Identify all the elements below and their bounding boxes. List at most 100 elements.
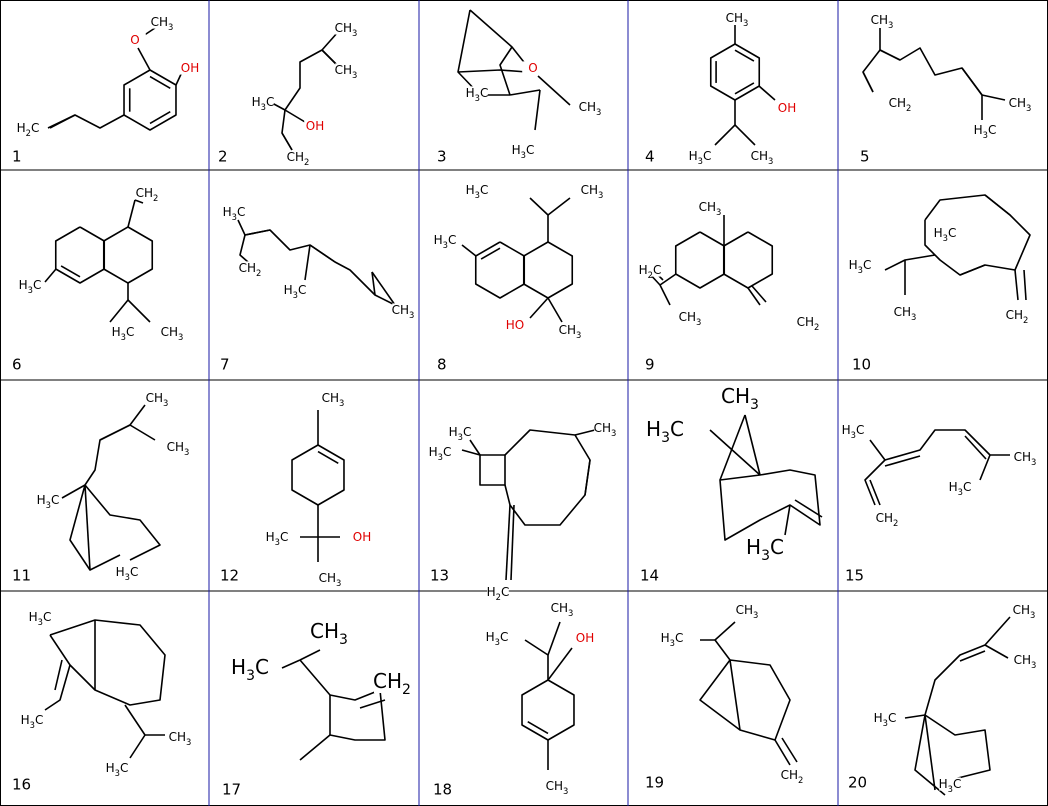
atom-text: H bbox=[849, 258, 858, 272]
subscript: 3 bbox=[661, 430, 670, 446]
atom-text: C bbox=[579, 100, 587, 114]
atom-label: H3C bbox=[486, 630, 509, 647]
atom-text: H bbox=[284, 283, 293, 297]
atom-label: OH bbox=[778, 101, 796, 115]
bond bbox=[674, 231, 726, 289]
atom-text: H bbox=[231, 655, 246, 679]
subscript: 3 bbox=[698, 156, 703, 166]
atom-text: O bbox=[181, 61, 190, 75]
label-mask bbox=[434, 233, 456, 247]
atom-label: H3C bbox=[116, 565, 139, 582]
atom-text: H bbox=[689, 149, 698, 163]
atom-text: C bbox=[721, 384, 735, 408]
subscript: 3 bbox=[275, 537, 280, 547]
molecule-number: 9 bbox=[645, 356, 655, 374]
atom-text: H bbox=[744, 603, 753, 617]
atom-label: CH3 bbox=[151, 15, 174, 32]
subscript: 3 bbox=[28, 285, 33, 295]
atom-text: H bbox=[587, 100, 596, 114]
atom-text: H bbox=[400, 303, 409, 317]
label-mask bbox=[151, 15, 173, 29]
atom-text: H bbox=[362, 530, 371, 544]
atom-label: OH bbox=[576, 631, 594, 645]
bond bbox=[709, 43, 761, 101]
molecule-number: 5 bbox=[860, 148, 870, 166]
atom-text: C bbox=[1009, 96, 1017, 110]
bond bbox=[747, 287, 761, 306]
bond bbox=[729, 659, 791, 741]
subscript: 3 bbox=[563, 786, 568, 796]
atom-text: C bbox=[546, 779, 554, 793]
atom-label: CH2 bbox=[889, 96, 912, 113]
atom-text: C bbox=[298, 283, 306, 297]
atom-text: C bbox=[335, 63, 343, 77]
atom-label: H3C bbox=[974, 123, 997, 140]
atom-text: C bbox=[856, 423, 864, 437]
atom-text: H bbox=[787, 101, 796, 115]
atom-text: H bbox=[177, 730, 186, 744]
molecule-number: 2 bbox=[218, 148, 228, 166]
atom-label: H3C bbox=[449, 425, 472, 442]
atom-text: H bbox=[223, 205, 232, 219]
atom-text: C bbox=[797, 315, 805, 329]
bond bbox=[884, 254, 936, 271]
atom-text: C bbox=[988, 123, 996, 137]
atom-label: CH3 bbox=[335, 21, 358, 38]
atom-label: H3C bbox=[934, 226, 957, 243]
atom-text: H bbox=[1022, 450, 1031, 464]
atom-text: C bbox=[443, 445, 451, 459]
atom-label: CH3 bbox=[559, 323, 582, 340]
label-mask bbox=[699, 200, 721, 214]
atom-text: C bbox=[888, 711, 896, 725]
label-mask bbox=[551, 601, 573, 615]
label-mask bbox=[579, 100, 601, 114]
atom-label: CH3 bbox=[335, 63, 358, 80]
molecule-number: 12 bbox=[220, 567, 239, 585]
label-mask bbox=[392, 303, 414, 317]
double-bond bbox=[371, 271, 396, 306]
label-mask bbox=[647, 419, 683, 441]
atom-text: C bbox=[51, 493, 59, 507]
molecule-number: 18 bbox=[433, 781, 452, 799]
bond bbox=[734, 124, 756, 146]
bond bbox=[547, 647, 573, 681]
bond bbox=[904, 714, 926, 719]
atom-text: C bbox=[448, 233, 456, 247]
atom-text: C bbox=[889, 96, 897, 110]
subscript: 2 bbox=[798, 775, 803, 785]
bond bbox=[700, 639, 731, 661]
subscript: 3 bbox=[125, 572, 130, 582]
atom-text: H bbox=[746, 535, 761, 559]
bond bbox=[522, 241, 574, 299]
atom-text: O bbox=[576, 631, 585, 645]
atom-text: H bbox=[116, 565, 125, 579]
label-mask bbox=[136, 186, 158, 200]
atom-text: H bbox=[343, 63, 352, 77]
atom-text: H bbox=[874, 711, 883, 725]
atom-label: O bbox=[528, 61, 537, 75]
atom-text: H bbox=[324, 619, 339, 643]
bond bbox=[304, 244, 311, 281]
bond bbox=[984, 644, 1009, 659]
atom-label: H2C bbox=[17, 121, 40, 138]
atom-text: C bbox=[151, 15, 159, 29]
subscript: 2 bbox=[814, 322, 819, 332]
subscript: 2 bbox=[496, 592, 501, 602]
atom-label: H3C bbox=[939, 777, 962, 794]
atom-text: O bbox=[130, 33, 139, 47]
subscript: 3 bbox=[743, 18, 748, 28]
atom-text: C bbox=[43, 610, 51, 624]
atom-text: H bbox=[974, 123, 983, 137]
bond bbox=[69, 484, 121, 571]
label-mask bbox=[487, 585, 509, 599]
atom-label: CH2 bbox=[239, 261, 262, 278]
subscript: 3 bbox=[339, 398, 344, 408]
subscript: 3 bbox=[1026, 103, 1031, 113]
label-mask bbox=[374, 671, 410, 693]
subscript: 3 bbox=[1031, 660, 1036, 670]
label-mask bbox=[449, 425, 471, 439]
atom-text: C bbox=[237, 205, 245, 219]
subscript: 3 bbox=[568, 608, 573, 618]
atom-text: C bbox=[670, 417, 684, 441]
